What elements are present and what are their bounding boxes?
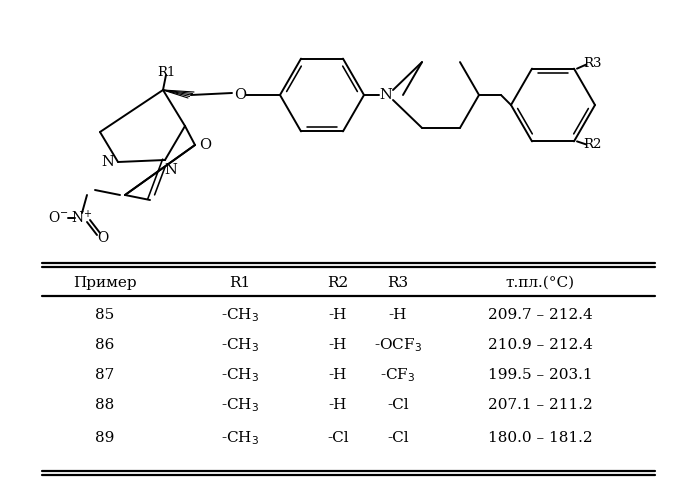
Text: -CF$_3$: -CF$_3$ xyxy=(381,366,415,384)
Text: 209.7 – 212.4: 209.7 – 212.4 xyxy=(488,308,592,322)
Text: -Cl: -Cl xyxy=(327,431,348,445)
Text: 86: 86 xyxy=(95,338,115,352)
Text: N$^{+}$: N$^{+}$ xyxy=(71,210,93,226)
Text: N: N xyxy=(164,163,178,177)
Text: -CH$_3$: -CH$_3$ xyxy=(221,336,259,354)
Text: -OCF$_3$: -OCF$_3$ xyxy=(374,336,422,354)
Text: N: N xyxy=(102,155,114,169)
Text: 207.1 – 211.2: 207.1 – 211.2 xyxy=(488,398,592,412)
Text: -Cl: -Cl xyxy=(388,398,409,412)
Text: -H: -H xyxy=(329,338,347,352)
Text: -CH$_3$: -CH$_3$ xyxy=(221,366,259,384)
Text: R1: R1 xyxy=(157,66,175,78)
Text: R3: R3 xyxy=(583,57,602,70)
Text: 85: 85 xyxy=(95,308,114,322)
Text: 199.5 – 203.1: 199.5 – 203.1 xyxy=(488,368,592,382)
Text: R2: R2 xyxy=(583,138,602,151)
Text: 210.9 – 212.4: 210.9 – 212.4 xyxy=(488,338,592,352)
Text: O: O xyxy=(199,138,211,152)
Text: R3: R3 xyxy=(388,276,408,290)
Text: O: O xyxy=(234,88,246,102)
Text: R2: R2 xyxy=(328,276,348,290)
Text: -H: -H xyxy=(329,368,347,382)
Text: R1: R1 xyxy=(229,276,251,290)
Text: N: N xyxy=(380,88,392,102)
Text: -H: -H xyxy=(329,308,347,322)
Text: -H: -H xyxy=(329,398,347,412)
Text: т.пл.(°C): т.пл.(°C) xyxy=(505,276,574,290)
Text: O$^{-}$: O$^{-}$ xyxy=(47,210,68,226)
Text: 88: 88 xyxy=(95,398,114,412)
Text: 87: 87 xyxy=(95,368,114,382)
Text: 89: 89 xyxy=(95,431,115,445)
Text: -CH$_3$: -CH$_3$ xyxy=(221,396,259,414)
Text: O: O xyxy=(98,231,109,245)
Text: -Cl: -Cl xyxy=(388,431,409,445)
Text: -CH$_3$: -CH$_3$ xyxy=(221,306,259,324)
Text: -CH$_3$: -CH$_3$ xyxy=(221,429,259,447)
Text: Пример: Пример xyxy=(73,276,137,290)
Text: 180.0 – 181.2: 180.0 – 181.2 xyxy=(488,431,592,445)
Text: -H: -H xyxy=(389,308,407,322)
